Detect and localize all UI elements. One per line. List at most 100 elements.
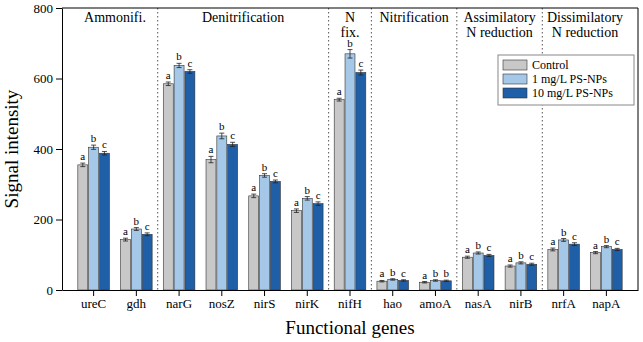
error-cap xyxy=(444,281,449,282)
error-cap xyxy=(134,230,139,231)
tick-label: 400 xyxy=(34,142,54,157)
error-cap xyxy=(572,242,577,243)
error-cap xyxy=(615,250,620,251)
error-cap xyxy=(208,156,213,157)
error-cap xyxy=(145,235,150,236)
bar xyxy=(569,244,579,290)
error-cap xyxy=(433,281,438,282)
legend-label: Control xyxy=(532,58,569,72)
error-cap xyxy=(444,280,449,281)
bar xyxy=(356,73,366,290)
error-bar xyxy=(593,252,598,254)
error-bar xyxy=(487,254,492,256)
group-label: Ammonifi. xyxy=(84,10,146,25)
error-bar xyxy=(615,248,620,250)
bar xyxy=(174,65,184,290)
error-bar xyxy=(422,282,427,283)
group-labels: Ammonifi.DenitrificationNfix.Nitrificati… xyxy=(84,10,623,40)
x-axis-title: Functional genes xyxy=(285,317,414,338)
tick-label: nirB xyxy=(509,296,532,311)
significance-letter: a xyxy=(593,239,598,251)
significance-letter: b xyxy=(390,266,396,278)
bar xyxy=(548,249,558,290)
bar xyxy=(270,181,280,290)
tick-mark xyxy=(136,290,137,296)
error-bar xyxy=(80,163,85,167)
significance-letter: b xyxy=(305,184,311,196)
error-cap xyxy=(294,208,299,209)
error-cap xyxy=(305,196,310,197)
tick-label: nrfA xyxy=(551,296,576,311)
plot: aaaaaaaaaaaaabbbbbbbbbbbbbccccccccbccccA… xyxy=(34,1,639,312)
tick: nifH xyxy=(338,290,362,311)
error-cap xyxy=(123,238,128,239)
bar xyxy=(302,198,312,290)
group-label: Dissimilatory xyxy=(547,10,623,25)
tick-mark xyxy=(307,290,308,296)
error-cap xyxy=(187,69,192,70)
error-stem xyxy=(93,145,94,149)
bar xyxy=(217,136,227,290)
legend-swatch xyxy=(503,60,527,70)
legend-item: Control xyxy=(503,58,569,72)
significance-letter: b xyxy=(262,161,268,173)
error-cap xyxy=(561,241,566,242)
error-cap xyxy=(487,254,492,255)
significance-letter: a xyxy=(209,143,214,155)
error-cap xyxy=(134,227,139,228)
significance-letter: a xyxy=(465,243,470,255)
error-cap xyxy=(219,138,224,139)
error-bar xyxy=(102,151,107,155)
group-label: Nitrification xyxy=(379,10,448,25)
error-cap xyxy=(219,133,224,134)
significance-letter: c xyxy=(487,241,492,253)
tick-mark xyxy=(93,290,94,296)
error-cap xyxy=(422,282,427,283)
bar xyxy=(249,196,259,290)
error-stem xyxy=(339,98,340,101)
bar xyxy=(345,54,355,290)
significance-letter: c xyxy=(316,189,321,201)
tick-label: 800 xyxy=(34,1,54,16)
tick: nirS xyxy=(254,290,276,311)
bar xyxy=(462,257,472,290)
error-cap xyxy=(476,254,481,255)
error-bar xyxy=(550,248,555,251)
error-cap xyxy=(593,251,598,252)
error-cap xyxy=(465,256,470,257)
error-cap xyxy=(465,258,470,259)
tick-mark xyxy=(435,290,436,296)
tick: narG xyxy=(166,290,192,311)
significance-letter: a xyxy=(80,150,85,162)
tick-label: nifH xyxy=(338,296,362,311)
significance-letter: a xyxy=(550,235,555,247)
tick-mark xyxy=(179,290,180,296)
error-stem xyxy=(264,174,265,178)
bar xyxy=(420,282,430,290)
error-stem xyxy=(563,239,564,242)
error-stem xyxy=(168,82,169,86)
significance-letter: b xyxy=(91,132,97,144)
tick-mark xyxy=(520,290,521,296)
bar xyxy=(430,280,440,290)
error-cap xyxy=(166,85,171,86)
tick-label: nasA xyxy=(465,296,492,311)
error-bar xyxy=(251,194,256,198)
significance-letter: c xyxy=(102,138,107,150)
error-stem xyxy=(104,151,105,155)
error-cap xyxy=(80,166,85,167)
significance-letter: b xyxy=(604,233,610,245)
legend-swatch xyxy=(503,88,527,98)
frame xyxy=(62,8,638,9)
significance-letter: c xyxy=(230,129,235,141)
bar xyxy=(612,249,622,290)
bar xyxy=(99,153,109,290)
error-cap xyxy=(615,248,620,249)
bar xyxy=(206,160,216,290)
bar xyxy=(388,279,398,290)
error-stem xyxy=(318,202,319,206)
frame xyxy=(638,8,639,290)
error-bar xyxy=(561,239,566,242)
error-cap xyxy=(358,74,363,75)
significance-letter: b xyxy=(176,50,182,62)
